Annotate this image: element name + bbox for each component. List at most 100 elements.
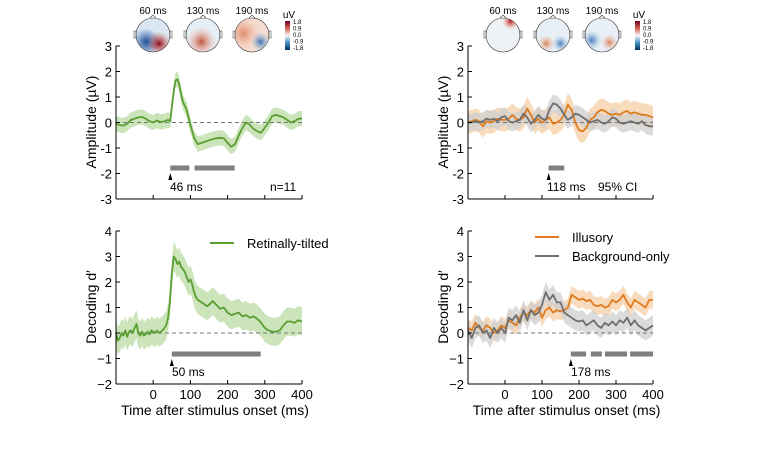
onset-label: 118 ms (547, 180, 585, 194)
topomap-label: 190 ms (236, 6, 269, 17)
legend-label: Background-only (572, 249, 670, 264)
y-tick-label: 2 (105, 65, 112, 80)
ci-band-retinally-tilted (116, 242, 302, 355)
colorbar-tick-label: 0.9 (643, 27, 652, 33)
significance-bar (194, 165, 235, 171)
series-line-background-only (467, 291, 654, 340)
significance-bar (590, 351, 602, 357)
topomap-label: 60 ms (489, 6, 516, 17)
x-tick-label: 300 (254, 387, 276, 402)
x-tick-label: 0 (150, 387, 157, 402)
ci-band-background-only (468, 282, 653, 349)
x-tick-label: 100 (531, 387, 553, 402)
y-tick-label: -2 (452, 167, 464, 182)
ci-band-retinally-tilted (116, 71, 302, 155)
topomap-60ms-right: 60 ms (483, 6, 523, 53)
significance-bar (604, 351, 628, 357)
onset-marker-icon (546, 173, 551, 180)
y-tick-label: -3 (100, 192, 112, 207)
y-tick-label: 0 (457, 326, 464, 341)
y-tick-label: -3 (452, 192, 464, 207)
topomap-130ms-right: 130 ms (533, 6, 573, 53)
y-tick-label: 0 (105, 116, 112, 131)
y-tick-label: 1 (457, 90, 464, 105)
y-tick-label: 3 (457, 250, 464, 265)
x-tick-label: 0 (501, 387, 508, 402)
y-tick-label: 2 (457, 65, 464, 80)
x-axis-label: Time after stimulus onset (ms) (121, 402, 309, 418)
x-axis-label: Time after stimulus onset (ms) (473, 402, 661, 418)
y-tick-label: -1 (100, 141, 112, 156)
colorbar-tick-label: 0.9 (293, 27, 302, 33)
y-tick-label: 2 (457, 275, 464, 290)
y-tick-label: 4 (457, 224, 464, 239)
y-tick-label: 3 (457, 39, 464, 54)
legend-label: Illusory (572, 230, 614, 245)
y-tick-label: -2 (100, 167, 112, 182)
y-tick-label: -1 (452, 141, 464, 156)
y-tick-label: −1 (97, 352, 112, 367)
significance-bar (548, 165, 565, 171)
topomap-60ms-left: 60 ms (133, 6, 173, 53)
onset-label: 50 ms (172, 365, 205, 379)
colorbar-tick-label: 0.0 (293, 33, 302, 39)
x-tick-label: 100 (180, 387, 202, 402)
colorbar-tick-label: 1.8 (293, 20, 302, 26)
y-axis-label: Amplitude (µV) (435, 76, 451, 169)
significance-bar (630, 351, 653, 357)
onset-marker-icon (568, 359, 573, 366)
panel-amplitude-right: 3 2 1 0 -1 -2 -3 Amplitude (µV) 118 ms 95% CI (435, 39, 654, 207)
colorbar-tick-label: -1.8 (293, 46, 304, 52)
topomap-190ms-left: 190 ms (232, 6, 272, 53)
topomap-group-right: 60 ms 130 ms 190 ms uV (483, 6, 654, 53)
y-tick-label: −1 (449, 352, 464, 367)
corner-annotation: n=11 (270, 180, 296, 194)
x-tick-label: 200 (568, 387, 590, 402)
x-tick-label: 400 (642, 387, 664, 402)
y-tick-label: 1 (105, 90, 112, 105)
corner-annotation: 95% CI (598, 180, 637, 194)
topomap-label: 130 ms (187, 6, 220, 17)
topomap-label: 190 ms (586, 6, 619, 17)
x-tick-label: 300 (605, 387, 627, 402)
colorbar-tick-label: 1.8 (643, 20, 652, 26)
significance-bar (170, 165, 190, 171)
significance-bar (570, 351, 587, 357)
y-axis-label: Decoding d′ (83, 270, 99, 344)
y-tick-label: 0 (457, 116, 464, 131)
y-axis-label: Amplitude (µV) (83, 76, 99, 169)
y-tick-label: −2 (449, 377, 464, 392)
y-tick-label: 4 (105, 224, 112, 239)
y-tick-label: 1 (105, 301, 112, 316)
colorbar-left: uV 1.80.90.0-0.9-1.8 (283, 10, 304, 52)
colorbar-tick-label: 0.0 (643, 33, 652, 39)
onset-label: 178 ms (571, 365, 610, 379)
colorbar-right: uV 1.80.90.0-0.9-1.8 (633, 10, 654, 52)
colorbar-unit: uV (633, 10, 646, 21)
x-tick-label: 200 (217, 387, 239, 402)
significance-bar (171, 351, 261, 357)
onset-marker-icon (169, 359, 174, 366)
legend-label: Retinally-tilted (247, 236, 329, 251)
onset-label: 46 ms (170, 180, 203, 194)
series-line-illusory (467, 293, 653, 334)
topomap-130ms-left: 130 ms (183, 6, 223, 53)
y-tick-label: 3 (105, 250, 112, 265)
colorbar-tick-label: -1.8 (643, 46, 654, 52)
y-tick-label: 0 (105, 326, 112, 341)
colorbar-tick-label: -0.9 (293, 40, 304, 46)
y-tick-label: 3 (105, 39, 112, 54)
ci-band-illusory (468, 93, 653, 143)
onset-marker-icon (168, 173, 173, 180)
ci-band-background-only (468, 94, 653, 136)
y-tick-label: −2 (97, 377, 112, 392)
y-axis-label: Decoding d′ (435, 270, 451, 344)
panel-amplitude-left: 3 2 1 0 -1 -2 -3 Amplitude (µV) 46 ms n=11 (83, 39, 303, 207)
series-line-background-only (468, 102, 653, 128)
topomap-label: 130 ms (537, 6, 570, 17)
topomap-190ms-right: 190 ms (582, 6, 622, 53)
series-line-retinally-tilted (115, 255, 303, 342)
